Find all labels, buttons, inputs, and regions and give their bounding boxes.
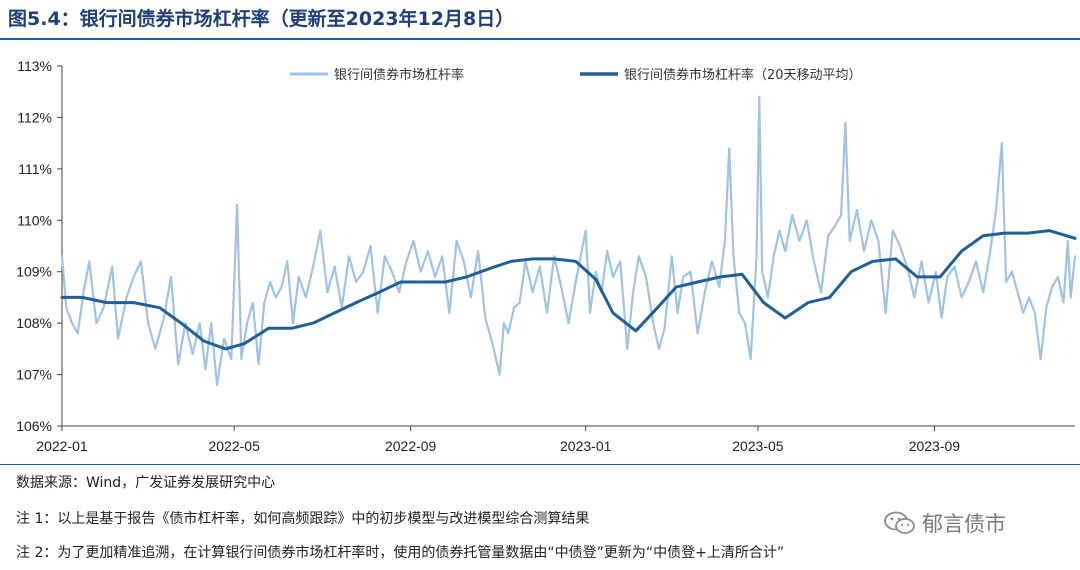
source-note: 数据来源：Wind，广发证券发展研究中心 <box>16 475 276 491</box>
footnote-1: 注 1：以上是基于报告《债市杠杆率，如何高频跟踪》中的初步模型与改进模型综合测算… <box>16 511 590 527</box>
series-line-ma20 <box>60 229 1077 351</box>
x-tick-label: 2023-01 <box>560 438 612 454</box>
y-tick-label: 113% <box>17 58 52 74</box>
x-tick-label: 2022-09 <box>385 438 437 454</box>
x-tick-label: 2023-09 <box>909 438 961 454</box>
x-tick-label: 2022-01 <box>36 438 88 454</box>
footer-divider <box>0 464 1080 465</box>
chart-title: 图5.4：银行间债券市场杠杆率（更新至2023年12月8日） <box>8 8 515 30</box>
legend-label: 银行间债券市场杠杆率 <box>334 67 464 83</box>
watermark-text: 郁言债市 <box>922 512 1006 536</box>
x-tick-label: 2022-05 <box>208 438 260 454</box>
y-tick-label: 112% <box>17 109 52 125</box>
plot-area <box>61 66 1075 427</box>
y-tick-label: 106% <box>16 418 52 434</box>
x-axis: 2022-01 2022-05 2022-09 2023-01 2023-05 2023-… <box>36 426 960 454</box>
y-tick-label: 107% <box>16 367 52 383</box>
chart-legend: 银行间债券市场杠杆率 银行间债券市场杠杆率（20天移动平均） <box>290 67 862 83</box>
line-chart: 106% 107% 108% 109% 110% 111% 112% 113% 2022-01… <box>16 58 1077 454</box>
y-tick-label: 108% <box>16 315 52 331</box>
watermark: 郁言债市 <box>880 508 1010 538</box>
x-tick-label: 2023-05 <box>732 438 784 454</box>
y-tick-label: 109% <box>16 264 52 280</box>
title-divider <box>0 38 1080 40</box>
footnote-2: 注 2：为了更加精准追溯，在计算银行间债券市场杠杆率时，使用的债券托管量数据由“… <box>16 545 785 561</box>
legend-label: 银行间债券市场杠杆率（20天移动平均） <box>624 67 862 83</box>
wechat-icon <box>884 511 915 534</box>
y-axis: 106% 107% 108% 109% 110% 111% 112% 113% <box>16 58 62 434</box>
y-tick-label: 110% <box>17 212 52 228</box>
series-layer <box>60 95 1077 386</box>
y-tick-label: 111% <box>18 161 52 177</box>
series-line-raw <box>60 95 1077 386</box>
